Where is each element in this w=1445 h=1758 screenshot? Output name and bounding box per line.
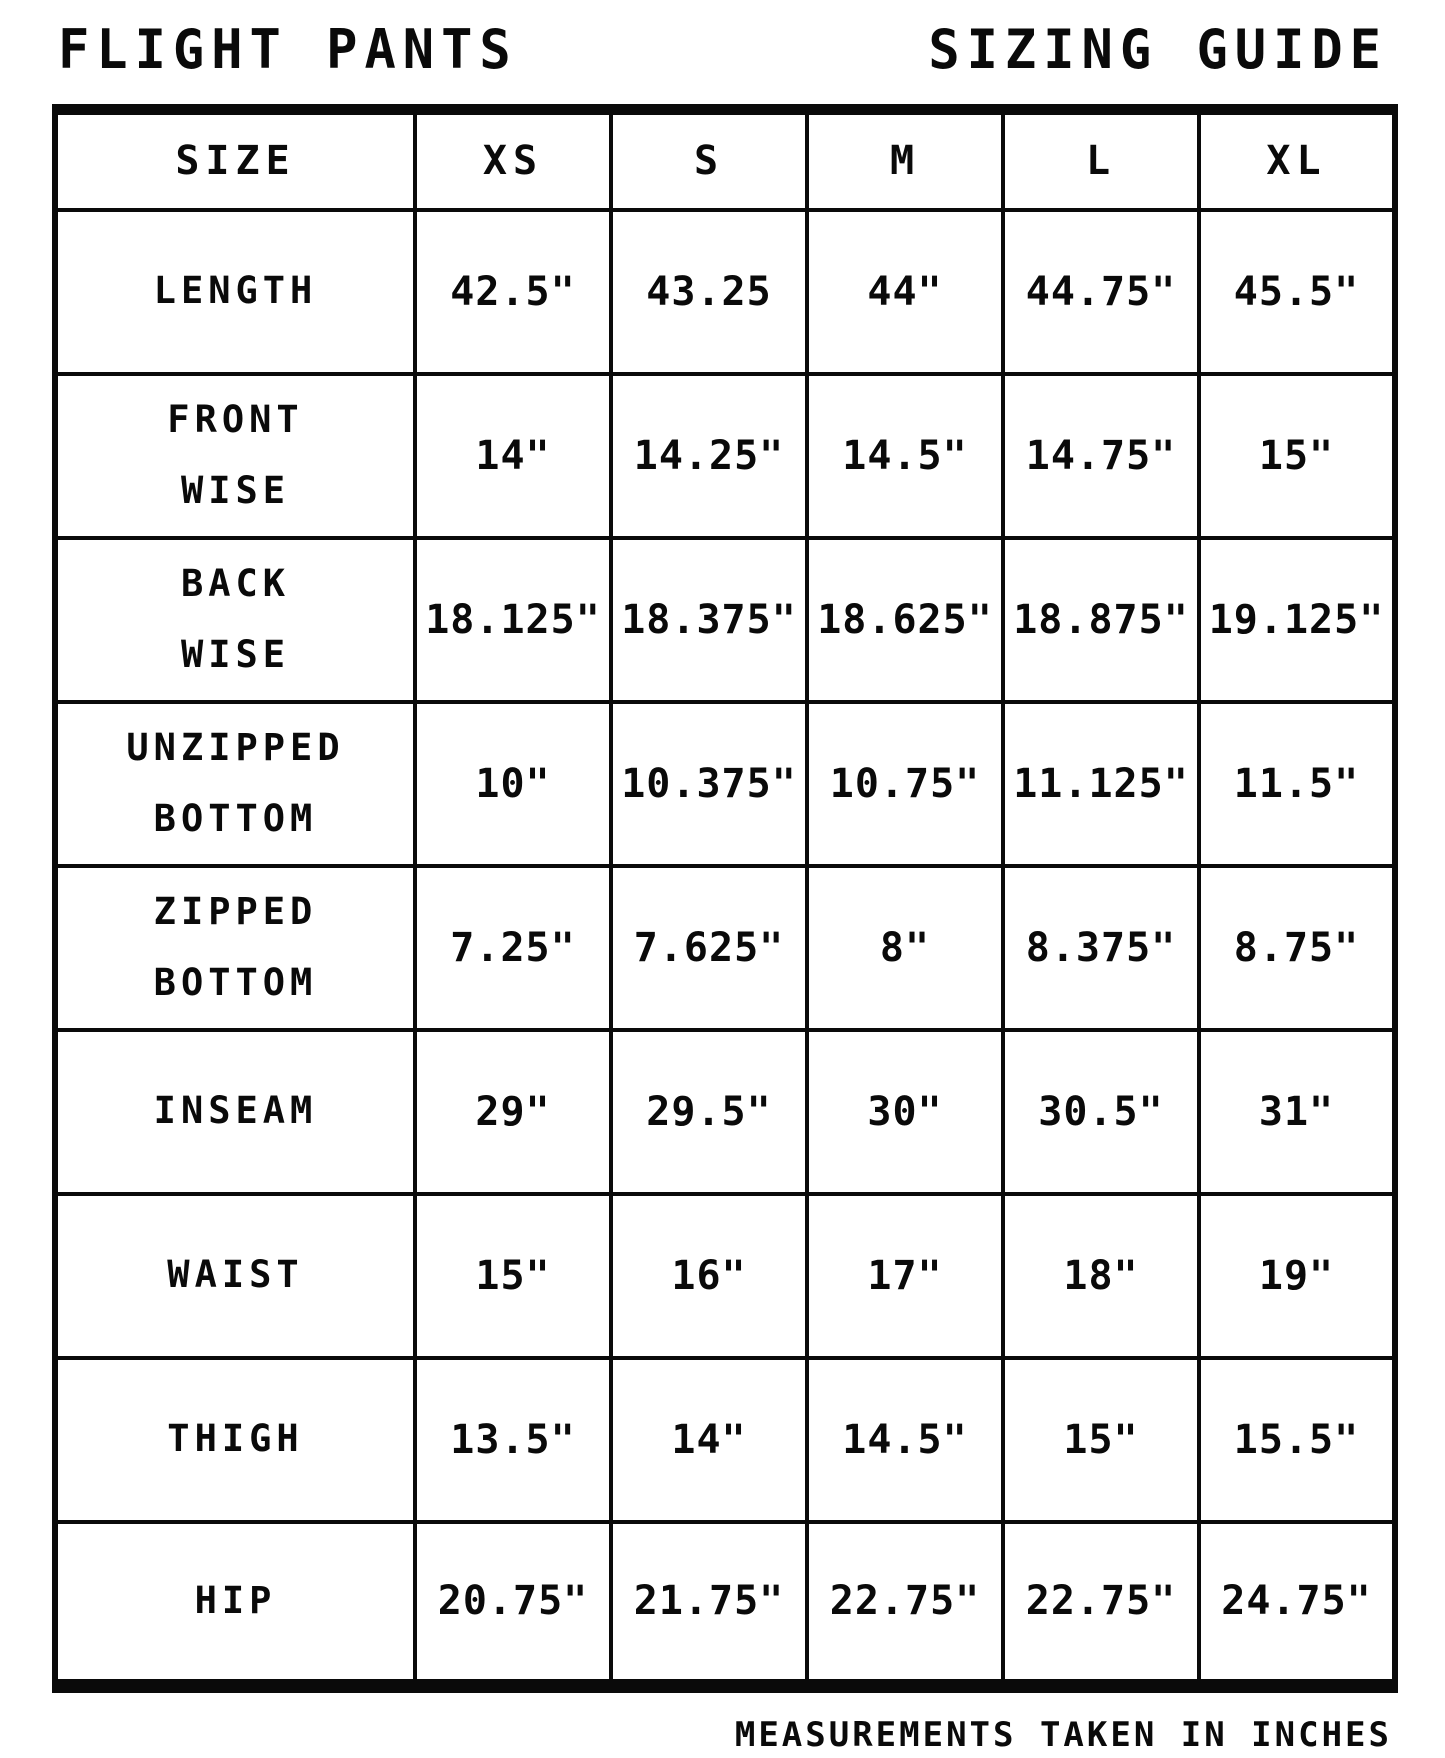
table-row-hip: HIP 20.75" 21.75" 22.75" 22.75" 24.75" xyxy=(53,1519,1397,1688)
sizing-table: SIZE XS S M L XL LENGTH 42.5" 43.25 44" … xyxy=(52,104,1398,1693)
table-row-inseam: INSEAM 29" 29.5" 30" 30.5" 31" xyxy=(53,1027,1397,1196)
measurement-cell: 18.375" xyxy=(609,535,809,704)
measurement-cell: 15" xyxy=(1001,1355,1201,1524)
measurement-cell: 17" xyxy=(805,1191,1005,1360)
table-row-front-wise: FRONT WISE 14" 14.25" 14.5" 14.75" 15" xyxy=(53,371,1397,540)
measurement-cell: 7.625" xyxy=(609,863,809,1032)
row-label: FRONT WISE xyxy=(53,371,417,540)
table-row-unzipped-bottom: UNZIPPED BOTTOM 10" 10.375" 10.75" 11.12… xyxy=(53,699,1397,868)
measurement-cell: 15.5" xyxy=(1197,1355,1397,1524)
measurement-cell: 20.75" xyxy=(413,1519,613,1688)
measurement-cell: 10.375" xyxy=(609,699,809,868)
measurement-cell: 19" xyxy=(1197,1191,1397,1360)
table-row-waist: WAIST 15" 16" 17" 18" 19" xyxy=(53,1191,1397,1360)
column-header-xl: XL xyxy=(1197,107,1397,212)
measurement-cell: 45.5" xyxy=(1197,207,1397,376)
product-title: FLIGHT PANTS xyxy=(58,18,518,82)
measurement-cell: 11.5" xyxy=(1197,699,1397,868)
measurement-cell: 22.75" xyxy=(805,1519,1005,1688)
table-row-thigh: THIGH 13.5" 14" 14.5" 15" 15.5" xyxy=(53,1355,1397,1524)
table-header-row: SIZE XS S M L XL xyxy=(53,107,1397,212)
measurement-cell: 22.75" xyxy=(1001,1519,1201,1688)
measurement-cell: 44" xyxy=(805,207,1005,376)
column-header-s: S xyxy=(609,107,809,212)
titlebar: FLIGHT PANTS SIZING GUIDE xyxy=(52,14,1392,96)
measurement-cell: 30.5" xyxy=(1001,1027,1201,1196)
table-row-back-wise: BACK WISE 18.125" 18.375" 18.625" 18.875… xyxy=(53,535,1397,704)
table-row-zipped-bottom: ZIPPED BOTTOM 7.25" 7.625" 8" 8.375" 8.7… xyxy=(53,863,1397,1032)
measurement-cell: 15" xyxy=(413,1191,613,1360)
measurement-cell: 16" xyxy=(609,1191,809,1360)
measurement-cell: 8.375" xyxy=(1001,863,1201,1032)
measurement-cell: 30" xyxy=(805,1027,1005,1196)
measurement-cell: 43.25 xyxy=(609,207,809,376)
measurement-cell: 29" xyxy=(413,1027,613,1196)
column-header-size: SIZE xyxy=(53,107,417,212)
page-title: SIZING GUIDE xyxy=(928,18,1388,82)
row-label: WAIST xyxy=(53,1191,417,1360)
measurement-cell: 21.75" xyxy=(609,1519,809,1688)
measurement-cell: 14.5" xyxy=(805,1355,1005,1524)
measurement-cell: 42.5" xyxy=(413,207,613,376)
measurement-cell: 14.25" xyxy=(609,371,809,540)
measurement-cell: 44.75" xyxy=(1001,207,1201,376)
measurement-cell: 13.5" xyxy=(413,1355,613,1524)
measurement-cell: 10.75" xyxy=(805,699,1005,868)
measurement-cell: 14.5" xyxy=(805,371,1005,540)
row-label: THIGH xyxy=(53,1355,417,1524)
measurement-cell: 11.125" xyxy=(1001,699,1201,868)
column-header-m: M xyxy=(805,107,1005,212)
measurement-cell: 18.875" xyxy=(1001,535,1201,704)
measurement-cell: 18.125" xyxy=(413,535,613,704)
measurement-cell: 29.5" xyxy=(609,1027,809,1196)
footer-note: MEASUREMENTS TAKEN IN INCHES xyxy=(734,1714,1392,1755)
measurement-cell: 14" xyxy=(609,1355,809,1524)
row-label: LENGTH xyxy=(53,207,417,376)
row-label: INSEAM xyxy=(53,1027,417,1196)
measurement-cell: 7.25" xyxy=(413,863,613,1032)
measurement-cell: 15" xyxy=(1197,371,1397,540)
measurement-cell: 24.75" xyxy=(1197,1519,1397,1688)
measurement-cell: 10" xyxy=(413,699,613,868)
measurement-cell: 18.625" xyxy=(805,535,1005,704)
measurement-cell: 14.75" xyxy=(1001,371,1201,540)
table-row-length: LENGTH 42.5" 43.25 44" 44.75" 45.5" xyxy=(53,207,1397,376)
row-label: BACK WISE xyxy=(53,535,417,704)
measurement-cell: 19.125" xyxy=(1197,535,1397,704)
measurement-cell: 8.75" xyxy=(1197,863,1397,1032)
row-label: UNZIPPED BOTTOM xyxy=(53,699,417,868)
measurement-cell: 14" xyxy=(413,371,613,540)
measurement-cell: 8" xyxy=(805,863,1005,1032)
column-header-l: L xyxy=(1001,107,1201,212)
measurement-cell: 18" xyxy=(1001,1191,1201,1360)
row-label: ZIPPED BOTTOM xyxy=(53,863,417,1032)
measurement-cell: 31" xyxy=(1197,1027,1397,1196)
column-header-xs: XS xyxy=(413,107,613,212)
row-label: HIP xyxy=(53,1519,417,1688)
